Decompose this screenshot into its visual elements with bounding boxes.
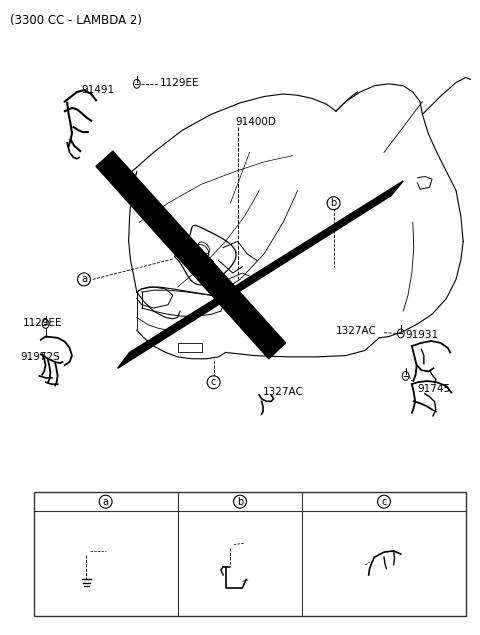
Text: c: c [211,377,216,387]
Text: 1327AC: 1327AC [263,387,304,397]
Text: 91980K: 91980K [250,574,284,584]
Text: a: a [103,497,108,507]
Text: b: b [237,497,243,507]
Text: 91931M: 91931M [393,543,429,552]
Text: a: a [81,274,87,284]
Text: 1129EH: 1129EH [246,538,281,547]
Text: 1129EE: 1129EE [23,318,62,328]
Text: 91745: 91745 [418,384,451,394]
Text: 1129EE: 1129EE [353,578,387,587]
Bar [34,492,466,616]
Text: 91972S: 91972S [20,352,60,362]
Polygon shape [96,151,286,359]
Text: 18362: 18362 [108,545,137,554]
Text: 91400D: 91400D [235,117,276,127]
Text: 91491: 91491 [82,85,115,95]
Text: 91931: 91931 [406,330,439,340]
Text: 1327AC: 1327AC [336,326,377,336]
Text: b: b [330,198,337,208]
Text: (3300 CC - LAMBDA 2): (3300 CC - LAMBDA 2) [10,14,142,27]
Text: 1141AC: 1141AC [108,554,143,563]
Text: 1129EE: 1129EE [160,78,199,88]
Polygon shape [118,181,403,368]
Text: c: c [381,497,387,507]
